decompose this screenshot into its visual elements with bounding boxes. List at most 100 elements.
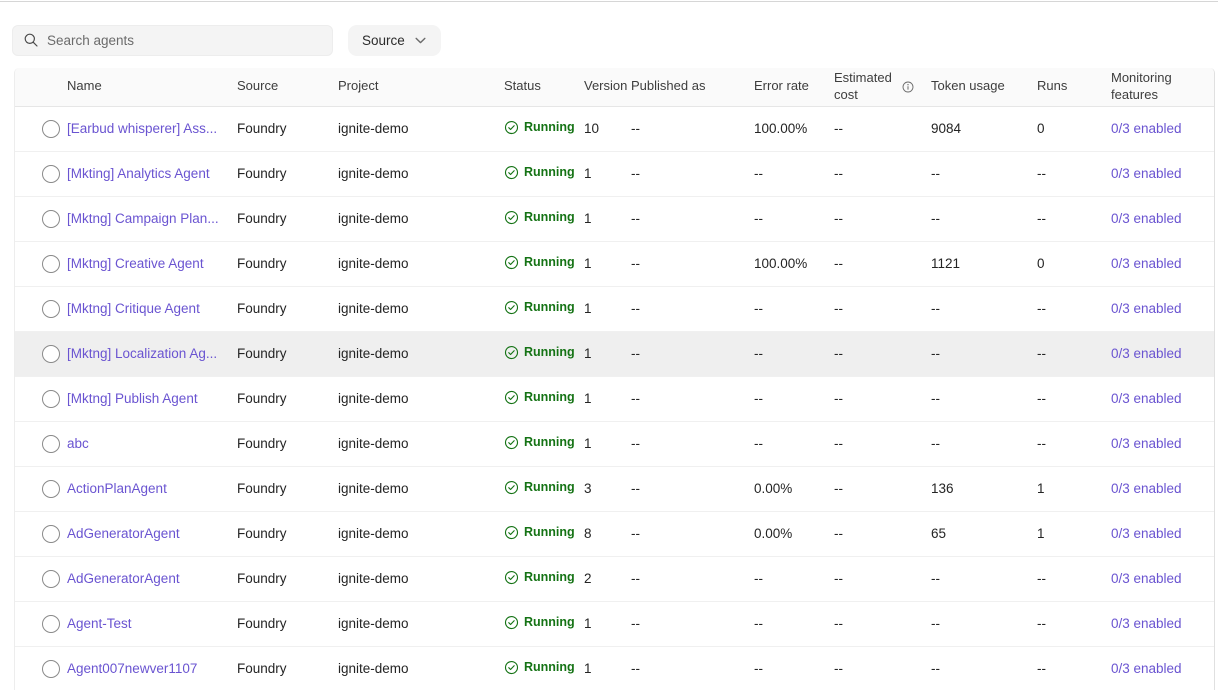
cell-estimated-cost: -- <box>834 211 843 226</box>
agent-name-link[interactable]: [Earbud whisperer] Ass... <box>67 121 218 136</box>
cell-token-usage: 1121 <box>931 256 961 271</box>
agent-name-link[interactable]: AdGeneratorAgent <box>67 526 180 541</box>
row-select-radio[interactable] <box>42 614 60 633</box>
row-select-cell <box>15 106 67 151</box>
monitoring-features-link[interactable]: 0/3 enabled <box>1111 571 1182 586</box>
check-circle-icon <box>504 480 519 494</box>
status-badge: Running <box>504 390 575 405</box>
cell-runs: -- <box>1037 166 1046 181</box>
table-row: AdGeneratorAgent Foundry ignite-demo Runnin… <box>15 556 1214 601</box>
estimated-cost-cell: -- <box>834 151 931 196</box>
monitoring-features-link[interactable]: 0/3 enabled <box>1111 616 1182 631</box>
error-rate-cell: -- <box>754 556 834 601</box>
cell-source: Foundry <box>237 121 287 136</box>
row-select-radio[interactable] <box>42 524 60 543</box>
monitoring-features-link[interactable]: 0/3 enabled <box>1111 391 1182 406</box>
column-header-status: Status <box>504 78 541 94</box>
cell-error-rate: -- <box>754 391 763 406</box>
estimated-cost-cell: -- <box>834 196 931 241</box>
cell-token-usage: -- <box>931 301 940 316</box>
agent-name-link[interactable]: [Mktng] Campaign Plan... <box>67 211 219 226</box>
monitoring-features-link[interactable]: 0/3 enabled <box>1111 301 1182 316</box>
monitoring-features-link[interactable]: 0/3 enabled <box>1111 166 1182 181</box>
column-header-published-as: Published as <box>631 78 706 94</box>
agent-name-link[interactable]: Agent-Test <box>67 616 132 631</box>
published-as-cell: -- <box>631 151 754 196</box>
table-row: [Mkting] Analytics Agent Foundry ignite-de… <box>15 151 1214 196</box>
error-rate-cell: 0.00% <box>754 466 834 511</box>
row-select-cell <box>15 511 67 556</box>
monitoring-features-link[interactable]: 0/3 enabled <box>1111 526 1182 541</box>
monitoring-features-link[interactable]: 0/3 enabled <box>1111 481 1182 496</box>
row-select-radio[interactable] <box>42 164 60 183</box>
row-select-radio[interactable] <box>42 569 60 588</box>
status-badge: Running <box>504 615 575 630</box>
cell-source: Foundry <box>237 301 287 316</box>
agent-name-link[interactable]: abc <box>67 436 89 451</box>
cell-published-as: -- <box>631 616 640 631</box>
row-select-radio[interactable] <box>42 344 60 363</box>
monitoring-features-link[interactable]: 0/3 enabled <box>1111 346 1182 361</box>
row-select-radio[interactable] <box>42 479 60 498</box>
status-badge: Running <box>504 120 575 135</box>
status-cell: Running <box>504 286 584 331</box>
row-select-cell <box>15 151 67 196</box>
monitoring-features-link[interactable]: 0/3 enabled <box>1111 121 1182 136</box>
cell-runs: 0 <box>1037 256 1045 271</box>
status-label: Running <box>524 210 575 224</box>
monitoring-features-link[interactable]: 0/3 enabled <box>1111 436 1182 451</box>
status-label: Running <box>524 255 575 269</box>
cell-source: Foundry <box>237 391 287 406</box>
row-select-radio[interactable] <box>42 254 60 273</box>
monitoring-cell: 0/3 enabled <box>1111 646 1214 690</box>
source-filter-button[interactable]: Source <box>348 25 441 56</box>
row-select-radio[interactable] <box>42 389 60 408</box>
token-usage-cell: -- <box>931 601 1037 646</box>
row-select-radio[interactable] <box>42 119 60 138</box>
status-label: Running <box>524 660 575 674</box>
agent-name-link[interactable]: [Mktng] Publish Agent <box>67 391 198 406</box>
estimated-cost-cell: -- <box>834 646 931 690</box>
row-select-radio[interactable] <box>42 299 60 318</box>
cell-estimated-cost: -- <box>834 616 843 631</box>
cell-published-as: -- <box>631 166 640 181</box>
agent-name-link[interactable]: [Mktng] Localization Ag... <box>67 346 218 361</box>
error-rate-cell: -- <box>754 376 834 421</box>
source-filter-label: Source <box>362 33 405 48</box>
row-select-radio[interactable] <box>42 209 60 228</box>
status-label: Running <box>524 120 575 134</box>
cell-source: Foundry <box>237 526 287 541</box>
cell-published-as: -- <box>631 661 640 676</box>
runs-cell: -- <box>1037 646 1111 690</box>
token-usage-cell: -- <box>931 196 1037 241</box>
search-icon <box>24 33 38 47</box>
monitoring-features-link[interactable]: 0/3 enabled <box>1111 661 1182 676</box>
project-cell: ignite-demo <box>338 151 504 196</box>
cell-estimated-cost: -- <box>834 526 843 541</box>
table-row: Agent007newver1107 Foundry ignite-demo Runn… <box>15 646 1214 690</box>
project-cell: ignite-demo <box>338 106 504 151</box>
name-cell: [Mktng] Publish Agent <box>67 376 237 421</box>
runs-cell: -- <box>1037 151 1111 196</box>
cell-token-usage: -- <box>931 436 940 451</box>
cell-error-rate: -- <box>754 211 763 226</box>
info-icon <box>902 81 914 93</box>
table-header-row: Name Source Project Status Version Publi… <box>15 68 1214 106</box>
monitoring-features-link[interactable]: 0/3 enabled <box>1111 256 1182 271</box>
agent-name-link[interactable]: [Mktng] Critique Agent <box>67 301 200 316</box>
row-select-cell <box>15 286 67 331</box>
agent-name-link[interactable]: ActionPlanAgent <box>67 481 167 496</box>
agent-name-link[interactable]: Agent007newver1107 <box>67 661 198 676</box>
search-input[interactable] <box>12 25 333 56</box>
status-cell: Running <box>504 646 584 690</box>
agent-name-link[interactable]: AdGeneratorAgent <box>67 571 180 586</box>
row-select-radio[interactable] <box>42 434 60 453</box>
cell-project: ignite-demo <box>338 661 409 676</box>
cell-runs: -- <box>1037 301 1046 316</box>
monitoring-features-link[interactable]: 0/3 enabled <box>1111 211 1182 226</box>
row-select-radio[interactable] <box>42 659 60 678</box>
error-rate-cell: -- <box>754 151 834 196</box>
agent-name-link[interactable]: [Mkting] Analytics Agent <box>67 166 210 181</box>
error-rate-cell: 100.00% <box>754 106 834 151</box>
agent-name-link[interactable]: [Mktng] Creative Agent <box>67 256 204 271</box>
